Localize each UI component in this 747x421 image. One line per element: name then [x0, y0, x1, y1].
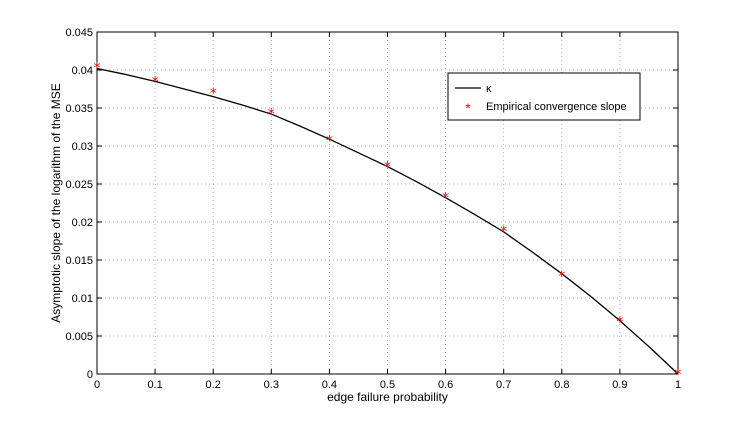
data-point-empirical: * [500, 224, 507, 240]
x-tick-label: 0.3 [264, 379, 279, 391]
x-tick-label: 0.6 [438, 379, 453, 391]
series-line-kappa [96, 67, 679, 375]
data-point-empirical: * [210, 86, 217, 102]
x-tick-label: 0.2 [206, 379, 221, 391]
x-tick-label: 0.4 [322, 379, 337, 391]
y-axis-label: Asymptotic slope of the logarithm of the… [49, 83, 63, 322]
x-tick-label: 1 [675, 379, 681, 391]
legend-label-kappa: κ [486, 83, 492, 95]
data-point-empirical: * [675, 367, 682, 383]
legend-box [447, 72, 641, 121]
data-point-empirical: * [326, 134, 333, 150]
x-tick-label: 0.7 [496, 379, 511, 391]
y-tick-label: 0.01 [72, 293, 93, 305]
x-tick-label: 0.8 [554, 379, 569, 391]
x-tick-label: 0.9 [612, 379, 627, 391]
y-tick-label: 0.015 [65, 255, 93, 267]
data-point-empirical: * [268, 106, 275, 122]
data-point-empirical: * [616, 315, 623, 331]
x-tick-label: 0.5 [380, 379, 395, 391]
legend-marker-sample: * [465, 100, 471, 116]
data-point-empirical: * [94, 61, 101, 77]
x-axis-label: edge failure probability [327, 390, 448, 404]
data-point-empirical: * [152, 74, 159, 90]
data-point-empirical: * [558, 269, 565, 285]
data-point-empirical: * [442, 191, 449, 207]
x-tick-label: 0 [94, 379, 100, 391]
x-tick-label: 0.1 [147, 379, 162, 391]
y-tick-label: 0.04 [72, 65, 93, 77]
y-tick-label: 0.035 [65, 103, 93, 115]
legend-label-empirical: Empirical convergence slope [486, 101, 627, 113]
y-tick-label: 0.03 [72, 141, 93, 153]
y-tick-label: 0 [87, 369, 93, 381]
y-tick-label: 0.02 [72, 217, 93, 229]
data-point-empirical: * [384, 160, 391, 176]
y-tick-label: 0.045 [65, 27, 93, 39]
series-layer: * * * * * * * * * * * [94, 61, 682, 383]
axis-ticks: 0 0.1 0.2 0.3 0.4 0.5 0.6 0.7 0.8 0.9 1 0 0.005 0.01 0… [65, 27, 681, 391]
y-tick-label: 0.005 [65, 331, 93, 343]
legend: κ * Empirical convergence slope [447, 72, 641, 121]
y-tick-label: 0.025 [65, 179, 93, 191]
